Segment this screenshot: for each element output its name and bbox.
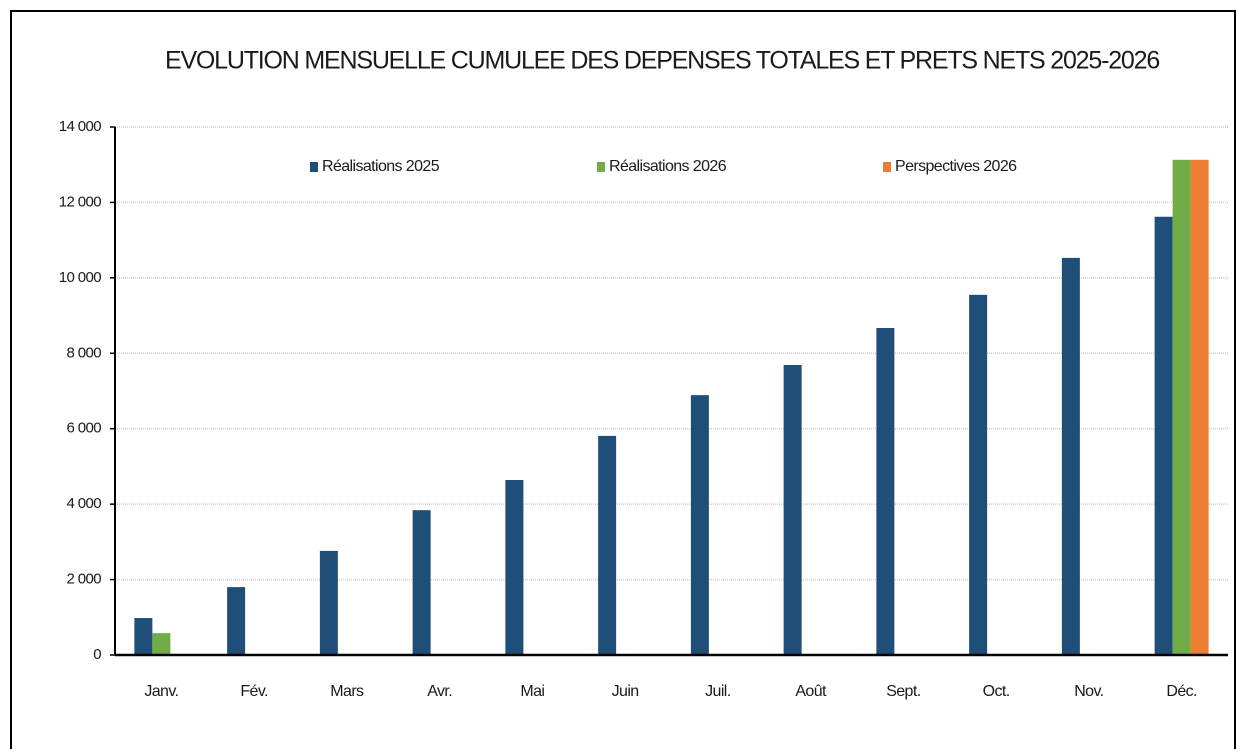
x-tick-label: Mai xyxy=(520,683,544,700)
legend-label: Réalisations 2026 xyxy=(609,158,727,175)
bar xyxy=(1190,159,1209,655)
y-tick-label: 4 000 xyxy=(66,495,101,512)
x-tick-label: Juil. xyxy=(705,683,730,700)
bar xyxy=(319,550,338,655)
bar xyxy=(876,328,895,655)
x-tick-label: Janv. xyxy=(144,683,178,700)
bar xyxy=(505,480,524,655)
bar xyxy=(1061,257,1080,655)
y-tick-label: 6 000 xyxy=(66,420,101,437)
x-tick-label: Avr. xyxy=(427,683,452,700)
bar xyxy=(134,618,153,655)
legend-swatch xyxy=(883,162,891,172)
legend-label: Perspectives 2026 xyxy=(895,158,1017,175)
bar xyxy=(152,633,171,655)
y-tick-label: 14 000 xyxy=(59,118,102,135)
y-tick-label: 0 xyxy=(93,646,101,663)
legend-label: Réalisations 2025 xyxy=(322,158,440,175)
bar xyxy=(783,364,802,655)
y-tick-label: 2 000 xyxy=(66,571,101,588)
y-tick-label: 8 000 xyxy=(66,344,101,361)
x-tick-label: Déc. xyxy=(1166,683,1197,700)
bar xyxy=(412,510,431,655)
x-tick-label: Fév. xyxy=(240,683,268,700)
bar xyxy=(1154,216,1173,655)
legend-swatch xyxy=(310,162,318,172)
x-tick-label: Août xyxy=(795,683,827,700)
x-tick-label: Mars xyxy=(330,683,364,700)
y-tick-label: 10 000 xyxy=(59,269,102,286)
legend-swatch xyxy=(597,162,605,172)
bar xyxy=(1172,159,1191,655)
bar xyxy=(690,395,709,655)
frame xyxy=(10,10,1236,749)
x-tick-label: Juin xyxy=(612,683,639,700)
chart-title: EVOLUTION MENSUELLE CUMULEE DES DEPENSES… xyxy=(165,47,1159,75)
bar xyxy=(227,587,246,655)
x-tick-label: Sept. xyxy=(886,683,920,700)
x-tick-label: Nov. xyxy=(1074,683,1103,700)
x-tick-label: Oct. xyxy=(983,683,1010,700)
bar xyxy=(969,294,988,655)
bar xyxy=(598,435,617,655)
y-tick-label: 12 000 xyxy=(59,193,102,210)
